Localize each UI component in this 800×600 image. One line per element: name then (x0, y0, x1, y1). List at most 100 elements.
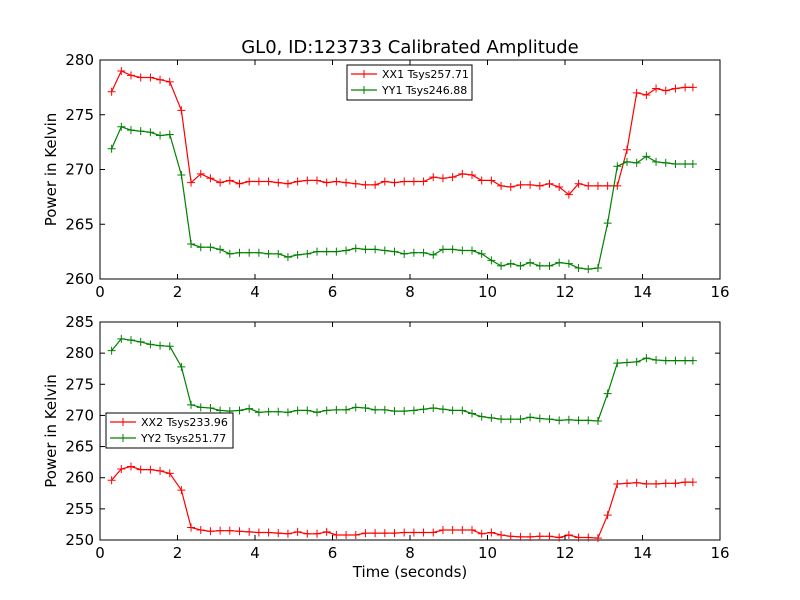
data-point-marker (264, 249, 273, 258)
data-point-marker (351, 179, 360, 188)
data-point-marker (458, 169, 467, 178)
data-point-marker (283, 253, 292, 262)
data-point-marker (593, 181, 602, 190)
top-axis-ticks: 0 2 4 6 8 10 12 14 16 260 265 270 275 280 (65, 51, 729, 301)
data-point-marker (177, 170, 186, 179)
data-point-marker (351, 244, 360, 253)
data-point-marker (409, 528, 418, 537)
top-panel: 0 2 4 6 8 10 12 14 16 260 265 270 275 280 Power in Ke… (42, 51, 730, 301)
data-point-marker (652, 355, 661, 364)
data-point-marker (555, 533, 564, 542)
data-point-marker (688, 478, 697, 487)
data-point-marker (283, 529, 292, 538)
data-point-marker (390, 178, 399, 187)
data-point-marker (283, 179, 292, 188)
data-point-marker (156, 131, 165, 140)
data-point-marker (468, 526, 476, 535)
data-point-marker (632, 357, 641, 366)
data-point-marker (254, 248, 263, 257)
data-point-marker (661, 86, 670, 95)
data-point-marker (468, 246, 476, 255)
data-point-marker (535, 261, 544, 270)
data-point-marker (107, 476, 116, 485)
data-point-marker (448, 406, 457, 415)
y-tick-label: 280 (65, 344, 94, 362)
data-point-marker (245, 404, 254, 413)
top-series-group (107, 66, 697, 274)
bottom-legend-box (105, 412, 234, 449)
data-point-marker (671, 84, 680, 93)
data-point-marker (225, 176, 234, 185)
data-point-marker (274, 249, 283, 258)
data-point-marker (187, 178, 196, 187)
data-point-marker (342, 405, 351, 414)
data-point-marker (516, 180, 525, 189)
data-point-marker (438, 174, 447, 183)
x-tick-label: 6 (328, 544, 338, 562)
data-point-marker (322, 178, 331, 187)
data-point-marker (107, 87, 116, 96)
data-point-marker (165, 130, 174, 139)
data-point-marker (545, 261, 554, 270)
data-point-marker (661, 356, 670, 365)
x-tick-label: 16 (710, 544, 729, 562)
data-point-marker (497, 181, 506, 190)
bottom-series-group (107, 334, 697, 543)
top-legend-box (346, 64, 473, 101)
data-point-marker (593, 534, 602, 543)
data-point-marker (187, 239, 196, 248)
data-point-marker (177, 362, 186, 371)
y-tick-label: 270 (65, 161, 94, 179)
data-point-marker (156, 75, 165, 84)
data-point-marker (652, 84, 661, 93)
data-point-marker (574, 179, 583, 188)
data-point-marker (146, 73, 155, 82)
data-point-marker (264, 528, 273, 537)
data-point-marker (400, 528, 409, 537)
data-point-marker (235, 179, 244, 188)
data-point-marker (448, 245, 457, 254)
data-point-marker (429, 528, 438, 537)
data-point-marker (165, 77, 174, 86)
data-point-marker (264, 177, 273, 186)
data-point-marker (351, 403, 360, 412)
data-point-marker (642, 152, 651, 161)
data-point-marker (526, 532, 535, 541)
y-tick-label: 265 (65, 438, 94, 456)
x-tick-label: 2 (173, 544, 183, 562)
y-tick-label: 275 (65, 106, 94, 124)
x-tick-label: 4 (250, 283, 260, 301)
data-point-marker (545, 179, 554, 188)
data-point-marker (584, 416, 593, 425)
data-point-marker (681, 160, 690, 169)
y-tick-label: 255 (65, 500, 94, 518)
data-point-marker (322, 406, 331, 415)
data-point-marker (313, 408, 321, 417)
data-point-marker (361, 180, 370, 189)
data-point-marker (206, 243, 215, 252)
data-point-marker (593, 264, 602, 273)
data-point-marker (477, 176, 486, 185)
data-point-marker (516, 532, 525, 541)
data-point-marker (429, 173, 438, 182)
data-point-marker (380, 246, 389, 255)
data-point-marker (380, 529, 389, 538)
legend-label-yy1: YY1 Tsys246.88 (381, 84, 467, 97)
data-point-marker (555, 416, 564, 425)
data-point-marker (632, 478, 641, 487)
data-point-marker (419, 177, 428, 186)
data-point-marker (497, 415, 506, 424)
data-point-marker (429, 250, 438, 259)
x-tick-label: 8 (405, 544, 415, 562)
data-point-marker (468, 409, 476, 418)
data-point-marker (136, 337, 145, 346)
data-point-marker (342, 531, 351, 540)
data-point-marker (613, 479, 622, 488)
data-point-marker (136, 73, 145, 82)
data-point-marker (206, 527, 215, 536)
data-point-marker (332, 247, 341, 256)
data-point-marker (187, 400, 196, 409)
data-point-marker (545, 532, 554, 541)
data-point-marker (584, 265, 593, 274)
data-point-marker (293, 177, 302, 186)
